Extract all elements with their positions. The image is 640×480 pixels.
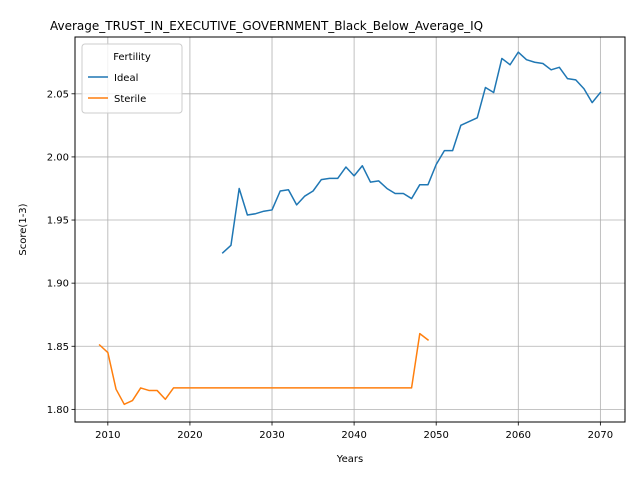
x-axis-label: Years — [336, 454, 363, 465]
axes-frame — [74, 36, 626, 423]
y-tick-label: 2.00 — [47, 152, 69, 163]
y-tick-label: 1.85 — [47, 342, 69, 353]
chart-title: Average_TRUST_IN_EXECUTIVE_GOVERNMENT_Bl… — [50, 19, 483, 33]
x-tick-label: 2040 — [341, 430, 366, 441]
grid-lines — [75, 37, 625, 422]
series-line-ideal — [221, 51, 602, 254]
series-line-sterile — [98, 332, 430, 406]
legend-label-ideal: Ideal — [114, 73, 138, 84]
x-tick-label: 2020 — [177, 430, 202, 441]
y-tick-label: 2.05 — [47, 89, 69, 100]
series-layer — [98, 51, 602, 406]
x-tick-label: 2050 — [423, 430, 448, 441]
tick-marks: 2010 2020 2030 2040 2050 2060 2070 1.80 1.85 1.90… — [47, 89, 613, 441]
legend-label-sterile: Sterile — [114, 94, 146, 105]
y-tick-label: 1.95 — [47, 216, 69, 227]
y-axis-label: Score(1-3) — [18, 203, 29, 255]
y-tick-label: 1.80 — [47, 405, 69, 416]
x-tick-label: 2030 — [259, 430, 284, 441]
legend-box — [81, 43, 183, 114]
legend: Fertility Ideal Sterile — [81, 43, 183, 114]
legend-title: Fertility — [113, 52, 151, 63]
y-tick-label: 1.90 — [47, 279, 69, 290]
x-tick-label: 2010 — [95, 430, 120, 441]
x-tick-label: 2070 — [588, 430, 613, 441]
x-tick-label: 2060 — [506, 430, 531, 441]
